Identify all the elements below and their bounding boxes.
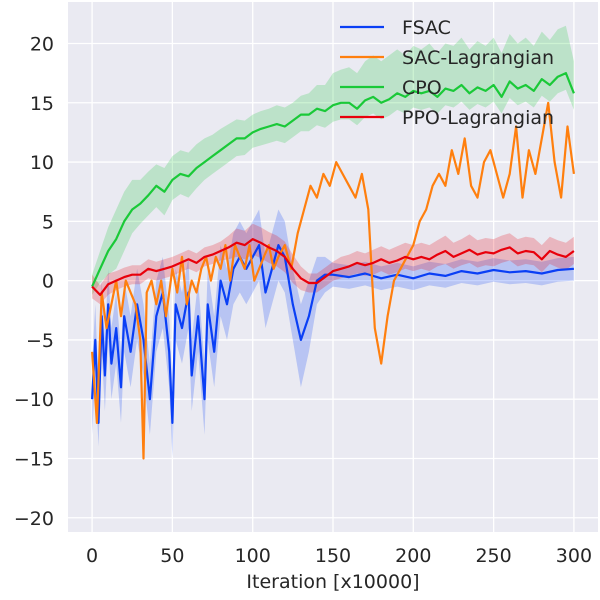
x-tick-label: 0 bbox=[86, 545, 98, 567]
y-tick-label: 5 bbox=[42, 211, 54, 233]
y-tick-label: 0 bbox=[42, 271, 54, 293]
fsac-legend-label: FSAC bbox=[402, 17, 451, 39]
ppo-lagrangian-band bbox=[92, 223, 574, 305]
y-tick-label: −15 bbox=[14, 448, 54, 470]
y-tick-label: −5 bbox=[26, 330, 54, 352]
sac-lagrangian-legend-label: SAC-Lagrangian bbox=[402, 47, 554, 69]
x-tick-label: 300 bbox=[556, 545, 592, 567]
cpo-line bbox=[91, 71, 575, 288]
y-tick-label: 10 bbox=[30, 152, 54, 174]
cpo-legend-label: CPO bbox=[402, 77, 442, 99]
fsac-band bbox=[92, 209, 574, 459]
ppo-lagrangian-line bbox=[91, 238, 575, 296]
cpo-band bbox=[92, 25, 574, 295]
ppo-lagrangian-legend-label: PPO-Lagrangian bbox=[402, 107, 554, 129]
sac-lagrangian-line bbox=[91, 101, 575, 460]
y-tick-labels: −20 −15 −10 −5 0 5 10 15 20 bbox=[14, 33, 54, 529]
confidence-bands bbox=[92, 25, 574, 459]
series-lines bbox=[91, 71, 575, 460]
y-tick-label: 20 bbox=[30, 33, 54, 55]
fsac-line bbox=[91, 244, 574, 424]
x-tick-label: 200 bbox=[395, 545, 431, 567]
x-axis-label: Iteration [x10000] bbox=[246, 571, 419, 593]
y-tick-label: −10 bbox=[14, 389, 54, 411]
grid bbox=[68, 2, 598, 532]
x-tick-label: 50 bbox=[160, 545, 184, 567]
x-tick-labels: 0 50 100 150 200 250 300 bbox=[86, 545, 592, 567]
x-tick-label: 100 bbox=[235, 545, 271, 567]
y-tick-label: −20 bbox=[14, 508, 54, 530]
x-tick-label: 150 bbox=[315, 545, 351, 567]
y-tick-label: 15 bbox=[30, 93, 54, 115]
x-tick-label: 250 bbox=[475, 545, 511, 567]
legend: FSAC SAC-Lagrangian CPO PPO-Lagrangian bbox=[340, 17, 554, 129]
